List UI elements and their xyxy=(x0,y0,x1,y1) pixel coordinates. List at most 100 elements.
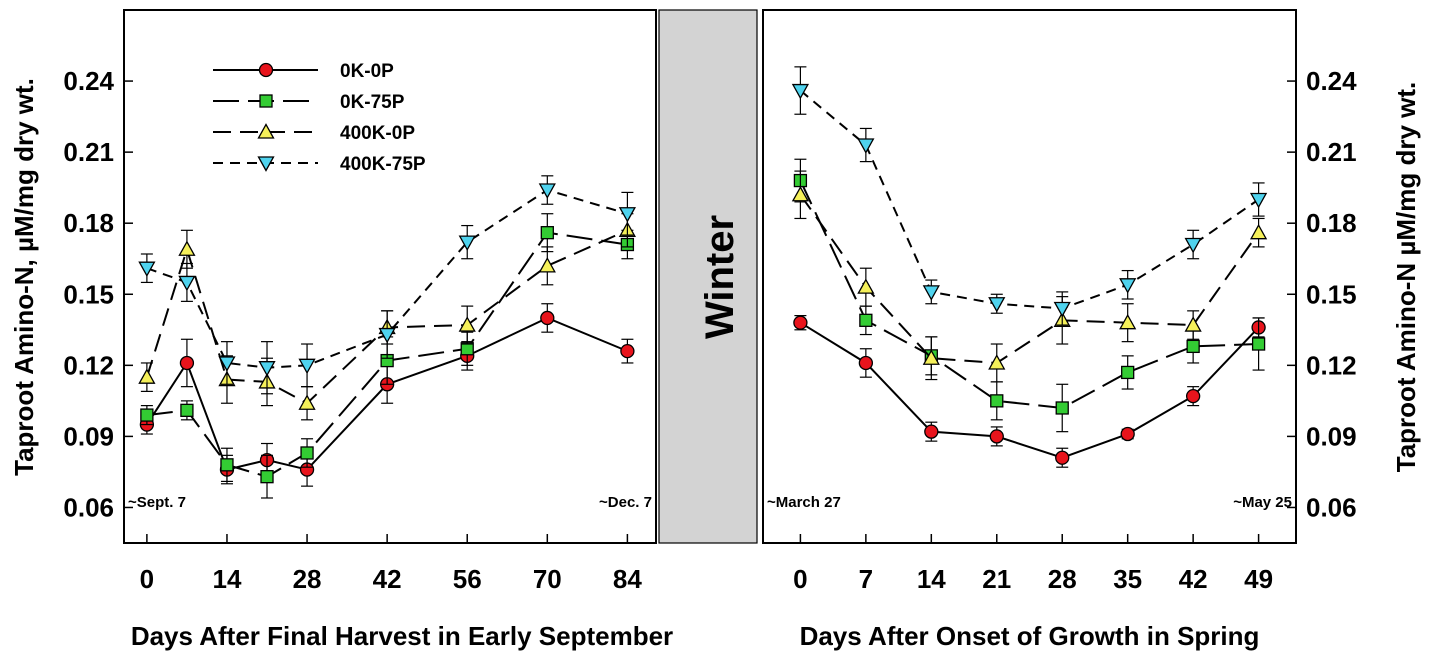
spring-x-tick-label: 42 xyxy=(1179,564,1208,594)
fall-point-400k-0p xyxy=(138,368,156,384)
spring-point-0k-75p xyxy=(990,394,1004,408)
spring-point-0k-75p xyxy=(859,313,873,327)
spring-point-400k-75p xyxy=(1053,301,1071,318)
spring-point-400k-75p xyxy=(857,138,875,154)
left-y-tick-label: 0.15 xyxy=(63,279,114,309)
spring-point-0k-75p xyxy=(1186,339,1200,354)
fall-point-400k-75p xyxy=(618,207,637,223)
legend-marker-0k-75p xyxy=(259,94,273,108)
right-y-tick-label: 0.12 xyxy=(1306,350,1357,380)
fall-point-0k-75p xyxy=(180,403,194,417)
spring-point-0k-75p xyxy=(1055,401,1069,415)
fall-point-400k-75p xyxy=(298,358,316,375)
spring-point-0k-0p xyxy=(1120,426,1135,442)
right-y-tick-label: 0.09 xyxy=(1306,421,1357,451)
spring-plot-frame xyxy=(762,9,1297,544)
fall-point-400k-0p xyxy=(298,394,316,410)
left-y-tick-label: 0.18 xyxy=(63,208,114,238)
spring-x-tick-label: 21 xyxy=(982,564,1011,594)
spring-x-tick-label: 7 xyxy=(859,564,873,594)
right-y-tick-label: 0.24 xyxy=(1306,66,1357,96)
legend: 0K-0P 0K-75P 400K-0P 400K-75P xyxy=(213,61,426,175)
spring-point-0k-0p xyxy=(793,315,808,330)
spring-point-0k-0p xyxy=(989,429,1004,444)
right-y-axis-label: Taproot Amino-N µM/mg dry wt. xyxy=(1391,82,1421,473)
fall-x-tick-label: 14 xyxy=(213,564,242,594)
spring-point-0k-0p xyxy=(924,424,939,439)
left-y-tick-label: 0.09 xyxy=(63,421,114,451)
spring-point-400k-75p xyxy=(922,285,940,301)
right-y-tick-label: 0.15 xyxy=(1306,279,1357,309)
left-y-tick-label: 0.06 xyxy=(63,492,114,522)
fall-x-tick-label: 42 xyxy=(373,564,402,594)
fall-point-0k-75p xyxy=(260,470,274,484)
spring-point-0k-0p xyxy=(858,355,874,371)
fall-point-400k-0p xyxy=(178,240,196,256)
fall-start-date-note: ~Sept. 7 xyxy=(128,494,186,511)
spring-end-date-note: ~May 25 xyxy=(1233,494,1292,511)
spring-x-tick-label: 14 xyxy=(917,564,946,594)
fall-point-0k-0p xyxy=(540,310,555,326)
left-y-axis-label: Taproot Amino-N, µM/mg dry wt. xyxy=(9,78,39,476)
spring-point-400k-0p xyxy=(988,354,1006,370)
right-y-tick-label: 0.06 xyxy=(1306,492,1357,522)
legend-marker-400k-0p xyxy=(257,123,275,139)
fall-point-0k-0p xyxy=(620,343,635,359)
spring-point-0k-75p xyxy=(1121,365,1135,380)
fall-point-400k-75p xyxy=(218,356,236,372)
fall-point-0k-75p xyxy=(540,226,554,240)
legend-label-400k-0p: 400K-0P xyxy=(340,123,415,144)
fall-x-tick-label: 0 xyxy=(140,564,154,594)
spring-x-tick-label: 35 xyxy=(1113,564,1142,594)
left-y-tick-label: 0.21 xyxy=(63,137,114,167)
fall-point-400k-75p xyxy=(138,261,156,278)
spring-point-400k-75p xyxy=(791,83,810,100)
spring-point-400k-75p xyxy=(988,297,1006,313)
fall-point-0k-0p xyxy=(179,355,195,371)
spring-x-tick-label: 49 xyxy=(1244,564,1273,594)
fall-x-tick-label: 56 xyxy=(453,564,482,594)
fall-point-400k-75p xyxy=(178,275,196,292)
fall-point-0k-75p xyxy=(300,446,314,460)
fall-x-tick-label: 70 xyxy=(533,564,562,594)
spring-start-date-note: ~March 27 xyxy=(767,494,841,511)
spring-point-400k-75p xyxy=(1119,278,1137,294)
left-y-tick-label: 0.24 xyxy=(63,66,114,96)
winter-label: Winter xyxy=(698,215,742,339)
fall-end-date-note: ~Dec. 7 xyxy=(599,494,652,511)
spring-x-axis-label: Days After Onset of Growth in Spring xyxy=(800,621,1260,651)
fall-point-400k-75p xyxy=(258,361,276,377)
fall-plot-frame xyxy=(123,9,657,544)
spring-point-400k-0p xyxy=(1184,316,1202,332)
series-layer xyxy=(138,66,1268,499)
winter-band xyxy=(658,9,758,544)
spring-point-400k-0p xyxy=(1119,313,1137,330)
fall-point-400k-75p xyxy=(538,183,556,199)
spring-series-line-400k-0p xyxy=(799,194,1260,364)
legend-marker-400k-75p xyxy=(257,156,275,172)
fall-x-axis-label: Days After Final Harvest in Early Septem… xyxy=(131,621,673,651)
plot-frames: Winter xyxy=(123,9,1297,544)
fall-x-tick-label: 84 xyxy=(613,564,642,594)
fall-point-400k-75p xyxy=(378,327,396,344)
spring-point-400k-0p xyxy=(1249,223,1268,240)
spring-x-tick-label: 0 xyxy=(793,564,807,594)
legend-marker-0k-0p xyxy=(258,62,274,78)
fall-point-0k-75p xyxy=(140,408,154,422)
spring-point-0k-0p xyxy=(1055,450,1070,465)
left-y-tick-label: 0.12 xyxy=(63,350,114,380)
legend-label-0k-0p: 0K-0P xyxy=(340,61,394,82)
legend-label-0k-75p: 0K-75P xyxy=(340,92,405,113)
spring-point-0k-75p xyxy=(1251,337,1266,351)
spring-point-0k-0p xyxy=(1185,388,1201,404)
fall-point-0k-75p xyxy=(220,458,234,472)
axis-ticks: 0 14 28 42 56 70 840.060.090.120.150.180.210.2… xyxy=(9,66,1421,651)
spring-series-line-0k-75p xyxy=(799,180,1259,410)
right-y-tick-label: 0.18 xyxy=(1306,208,1357,238)
right-y-tick-label: 0.21 xyxy=(1306,137,1357,167)
fall-point-400k-0p xyxy=(538,257,556,273)
legend-label-400k-75p: 400K-75P xyxy=(340,154,426,175)
spring-point-400k-75p xyxy=(1249,192,1268,209)
fall-x-tick-label: 28 xyxy=(293,564,322,594)
